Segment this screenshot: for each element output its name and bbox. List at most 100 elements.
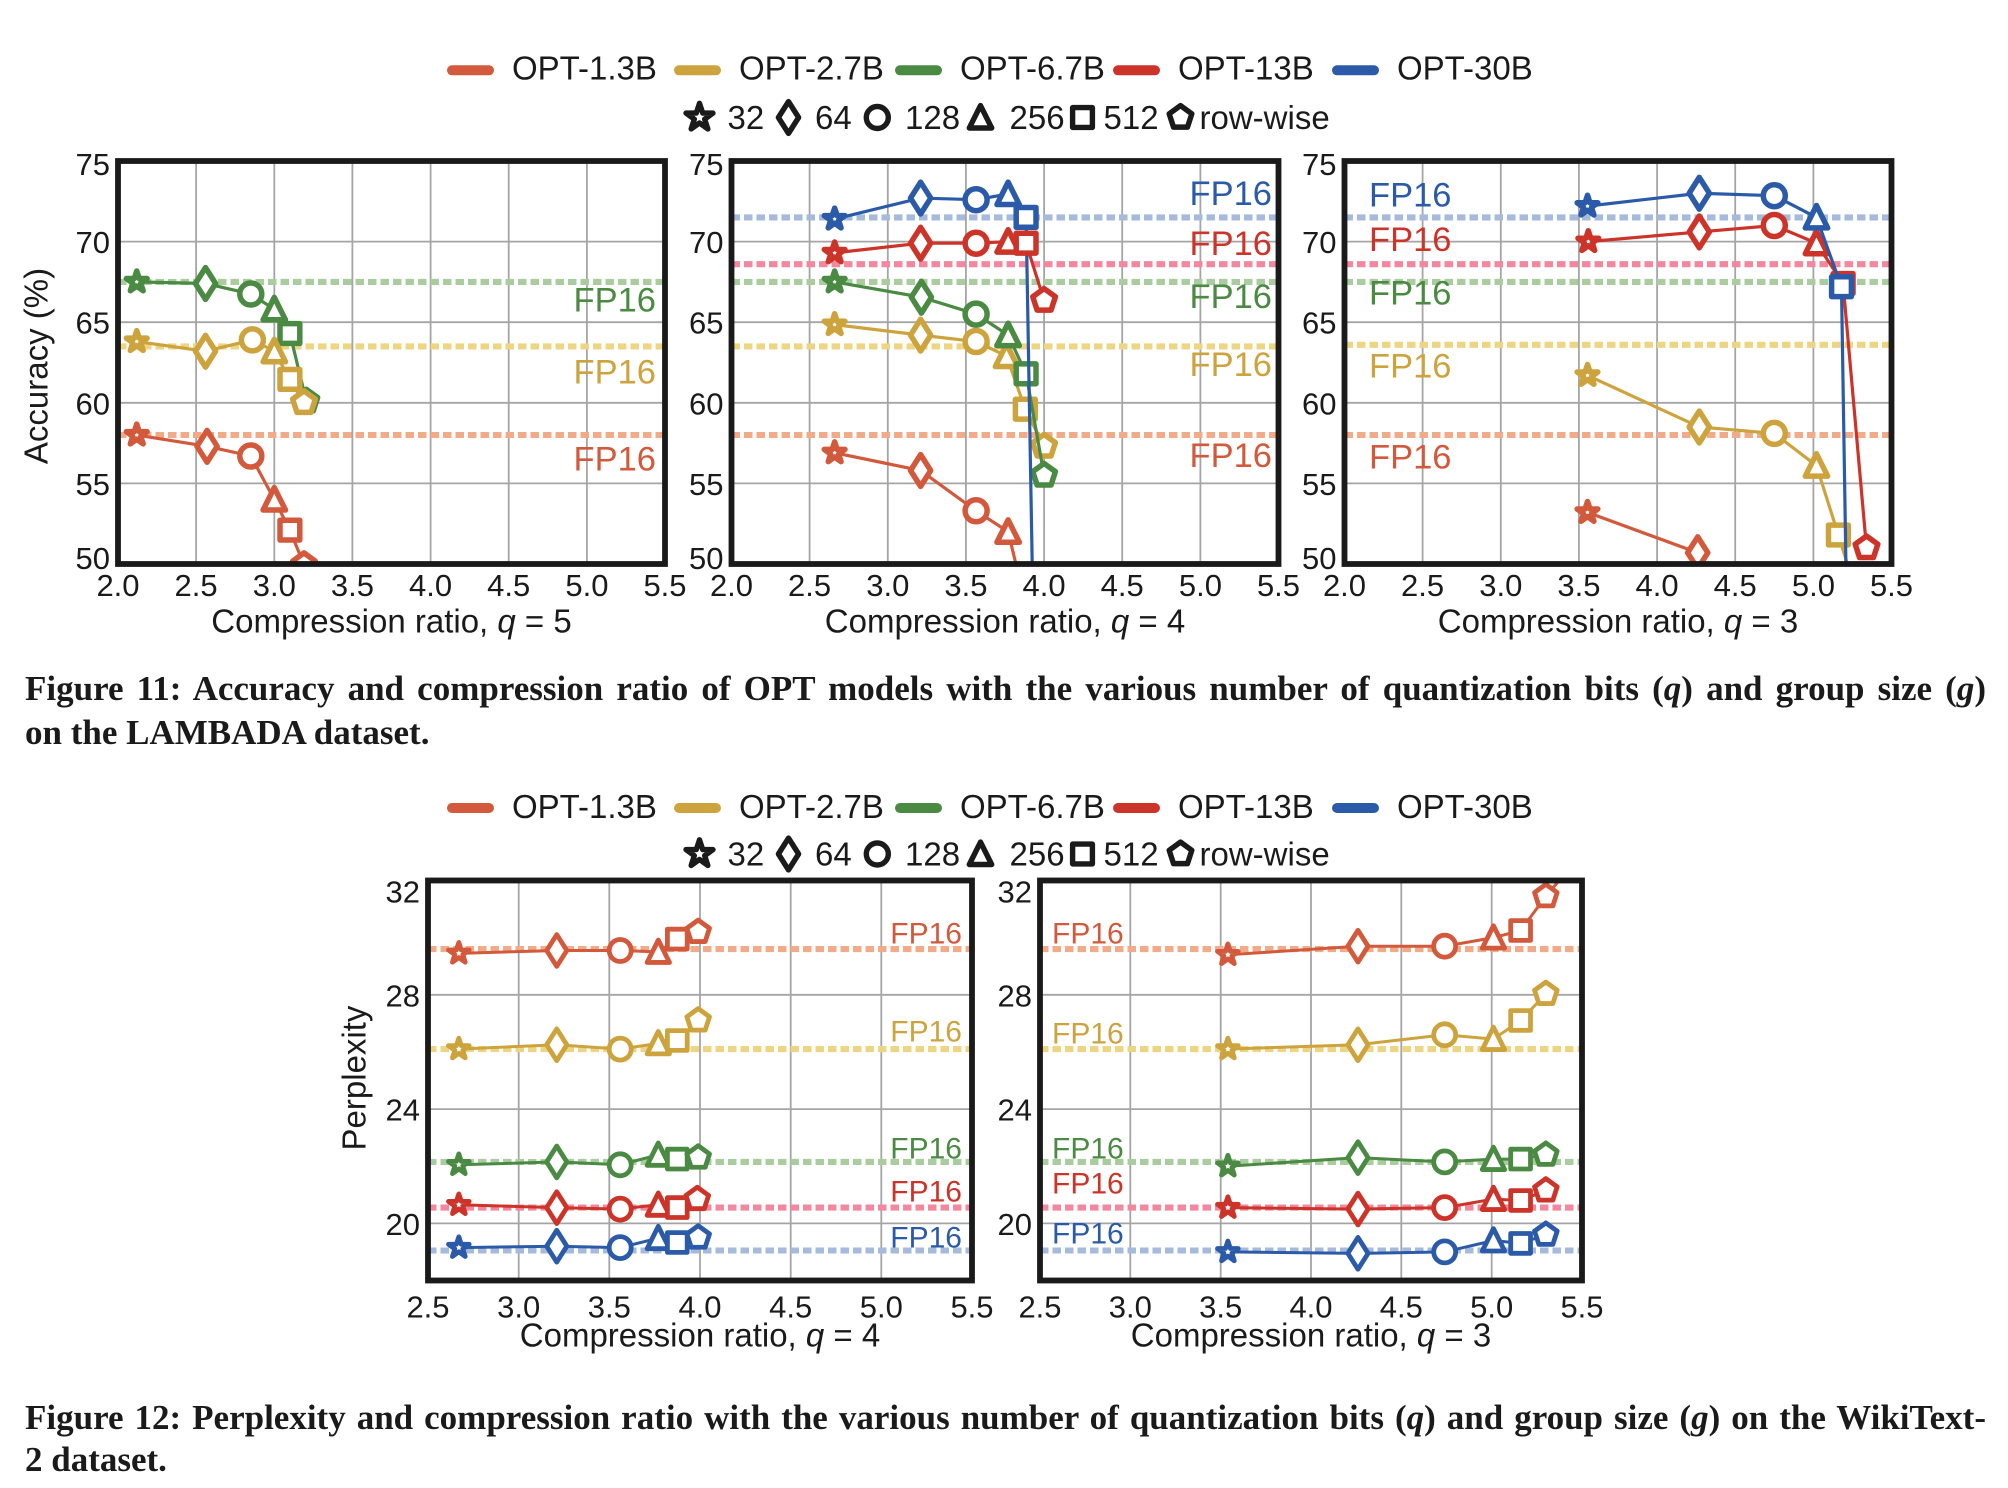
svg-text:OPT-13B: OPT-13B	[1178, 50, 1314, 87]
svg-text:4.0: 4.0	[1636, 568, 1679, 603]
svg-text:2.0: 2.0	[96, 568, 139, 603]
svg-text:FP16: FP16	[890, 1133, 962, 1166]
svg-text:3.0: 3.0	[866, 568, 909, 603]
svg-text:4.5: 4.5	[1101, 568, 1144, 603]
svg-text:5.0: 5.0	[1470, 1290, 1513, 1325]
svg-text:OPT-30B: OPT-30B	[1397, 788, 1533, 825]
svg-text:55: 55	[76, 467, 110, 502]
svg-text:OPT-6.7B: OPT-6.7B	[960, 788, 1105, 825]
svg-text:50: 50	[689, 541, 723, 576]
svg-text:3.5: 3.5	[1199, 1290, 1242, 1325]
svg-text:Perplexity: Perplexity	[336, 1005, 373, 1150]
svg-text:5.0: 5.0	[1792, 568, 1835, 603]
svg-text:3.5: 3.5	[588, 1290, 631, 1325]
svg-text:32: 32	[728, 836, 765, 873]
svg-text:128: 128	[905, 99, 960, 136]
svg-text:Compression ratio, q = 4: Compression ratio, q = 4	[520, 1317, 880, 1354]
svg-text:FP16: FP16	[574, 441, 656, 479]
svg-text:FP16: FP16	[1369, 275, 1451, 313]
svg-text:row-wise: row-wise	[1200, 836, 1330, 873]
svg-text:50: 50	[1302, 541, 1336, 576]
svg-text:FP16: FP16	[1190, 437, 1272, 475]
svg-text:FP16: FP16	[1052, 1168, 1124, 1201]
svg-text:FP16: FP16	[574, 282, 656, 320]
svg-text:2.5: 2.5	[788, 568, 831, 603]
svg-text:FP16: FP16	[1052, 918, 1124, 951]
svg-text:24: 24	[386, 1093, 420, 1128]
svg-text:OPT-2.7B: OPT-2.7B	[739, 50, 884, 87]
svg-text:3.0: 3.0	[1479, 568, 1522, 603]
svg-text:FP16: FP16	[1190, 225, 1272, 263]
svg-text:5.0: 5.0	[1179, 568, 1222, 603]
svg-text:2.5: 2.5	[1018, 1290, 1061, 1325]
svg-text:4.0: 4.0	[1289, 1290, 1332, 1325]
svg-text:2.5: 2.5	[406, 1290, 449, 1325]
svg-text:32: 32	[386, 875, 420, 910]
svg-text:OPT-6.7B: OPT-6.7B	[960, 50, 1105, 87]
svg-text:28: 28	[998, 978, 1032, 1013]
svg-text:2.5: 2.5	[1401, 568, 1444, 603]
svg-text:4.0: 4.0	[678, 1290, 721, 1325]
svg-text:FP16: FP16	[1190, 175, 1272, 213]
svg-text:FP16: FP16	[1369, 177, 1451, 215]
svg-text:128: 128	[905, 836, 960, 873]
svg-text:55: 55	[1302, 467, 1336, 502]
svg-text:5.5: 5.5	[1560, 1290, 1603, 1325]
svg-text:65: 65	[1302, 306, 1336, 341]
svg-text:OPT-2.7B: OPT-2.7B	[739, 788, 884, 825]
svg-text:55: 55	[689, 467, 723, 502]
svg-text:4.0: 4.0	[1023, 568, 1066, 603]
svg-text:65: 65	[76, 306, 110, 341]
svg-text:256: 256	[1010, 99, 1065, 136]
svg-text:FP16: FP16	[1052, 1018, 1124, 1051]
svg-text:24: 24	[998, 1093, 1032, 1128]
svg-text:Compression ratio, q = 3: Compression ratio, q = 3	[1131, 1317, 1491, 1354]
svg-text:3.5: 3.5	[331, 568, 374, 603]
svg-text:OPT-30B: OPT-30B	[1397, 50, 1533, 87]
svg-text:FP16: FP16	[574, 354, 656, 392]
svg-text:4.5: 4.5	[487, 568, 530, 603]
svg-text:Compression ratio, q = 4: Compression ratio, q = 4	[825, 603, 1185, 640]
svg-text:3.5: 3.5	[1557, 568, 1600, 603]
svg-text:32: 32	[998, 875, 1032, 910]
svg-text:64: 64	[815, 836, 852, 873]
svg-text:2.0: 2.0	[710, 568, 753, 603]
svg-text:row-wise: row-wise	[1200, 99, 1330, 136]
svg-text:FP16: FP16	[890, 1016, 962, 1049]
svg-text:4.5: 4.5	[769, 1290, 812, 1325]
svg-text:3.0: 3.0	[253, 568, 296, 603]
svg-text:20: 20	[386, 1207, 420, 1242]
svg-text:60: 60	[689, 386, 723, 421]
svg-text:512: 512	[1104, 99, 1159, 136]
svg-text:FP16: FP16	[890, 1222, 962, 1255]
svg-text:FP16: FP16	[890, 1176, 962, 1209]
svg-text:75: 75	[1302, 147, 1336, 182]
svg-text:5.0: 5.0	[565, 568, 608, 603]
svg-text:FP16: FP16	[1052, 1218, 1124, 1251]
svg-text:5.5: 5.5	[1257, 568, 1300, 603]
svg-text:Compression ratio, q = 3: Compression ratio, q = 3	[1438, 603, 1798, 640]
svg-text:4.0: 4.0	[409, 568, 452, 603]
svg-text:5.5: 5.5	[950, 1290, 993, 1325]
svg-text:OPT-1.3B: OPT-1.3B	[512, 788, 657, 825]
svg-text:FP16: FP16	[1369, 221, 1451, 259]
svg-text:OPT-1.3B: OPT-1.3B	[512, 50, 657, 87]
svg-text:50: 50	[76, 541, 110, 576]
svg-text:75: 75	[689, 147, 723, 182]
svg-text:Compression ratio, q = 5: Compression ratio, q = 5	[211, 603, 571, 640]
svg-text:65: 65	[689, 306, 723, 341]
svg-text:FP16: FP16	[1190, 278, 1272, 316]
svg-text:3.0: 3.0	[1109, 1290, 1152, 1325]
svg-text:FP16: FP16	[1369, 439, 1451, 477]
svg-text:4.5: 4.5	[1380, 1290, 1423, 1325]
svg-text:4.5: 4.5	[1714, 568, 1757, 603]
svg-text:5.5: 5.5	[1870, 568, 1913, 603]
svg-text:60: 60	[76, 386, 110, 421]
svg-text:FP16: FP16	[1190, 346, 1272, 384]
svg-text:70: 70	[689, 225, 723, 260]
svg-text:60: 60	[1302, 386, 1336, 421]
svg-text:32: 32	[728, 99, 765, 136]
svg-text:FP16: FP16	[890, 918, 962, 951]
svg-text:70: 70	[76, 225, 110, 260]
svg-text:64: 64	[815, 99, 852, 136]
